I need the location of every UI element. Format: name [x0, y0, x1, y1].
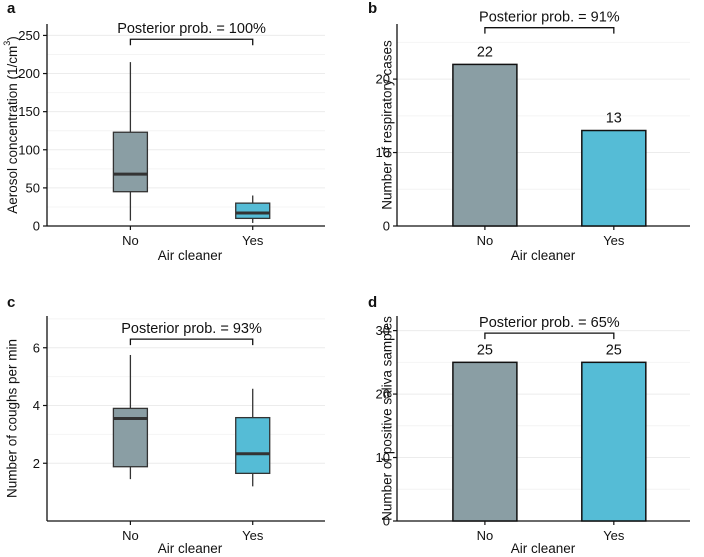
posterior-annotation: Posterior prob. = 91%	[479, 10, 620, 26]
bar-value-label: 13	[606, 111, 622, 127]
panel-a: 0 50 100 150 200 250 No Yes Posterior prob. = 10…	[2, 0, 325, 263]
y-tick-label: 50	[26, 180, 40, 195]
y-tick-label: 2	[33, 456, 40, 471]
significance-bracket	[484, 27, 615, 34]
significance-bracket	[484, 332, 615, 340]
x-axis-title: Air cleaner	[511, 541, 576, 556]
panel-label: c	[7, 294, 15, 311]
bar-value-label: 22	[477, 44, 493, 60]
box-yes	[235, 416, 271, 475]
bar-value-label: 25	[477, 342, 493, 358]
y-axis-title: Aerosol concentration (1/cm3)	[2, 36, 19, 214]
y-tick-label: 20	[376, 72, 390, 87]
y-tick-label: 150	[18, 104, 40, 119]
panel-b: 0 10 20 No Yes 22 13 Posterior prob. = 91% b Air …	[368, 0, 690, 263]
y-tick-label: 100	[18, 142, 40, 157]
x-tick-label: No	[122, 233, 139, 248]
x-tick-label: No	[477, 528, 494, 543]
y-tick-label: 0	[33, 219, 40, 234]
box-yes	[235, 202, 271, 220]
panel-c: 2 4 6 No Yes Posterior prob. = 93% c Air cleane…	[5, 294, 325, 556]
y-tick-label: 20	[376, 387, 390, 402]
x-tick-label: Yes	[603, 528, 625, 543]
x-axis-title: Air cleaner	[158, 541, 223, 556]
y-tick-label: 0	[383, 514, 390, 529]
x-tick-label: No	[477, 233, 494, 248]
x-tick-label: Yes	[242, 233, 264, 248]
y-axis-title: Number of positive saliva samples	[380, 316, 395, 521]
y-tick-label: 10	[376, 450, 390, 465]
y-tick-label: 10	[376, 145, 390, 160]
y-axis-title: Number of respiratory cases	[380, 40, 395, 210]
significance-bracket	[129, 38, 254, 46]
bar-no	[452, 361, 518, 522]
y-tick-label: 30	[376, 323, 390, 338]
y-tick-label: 0	[383, 219, 390, 234]
panel-label: b	[368, 0, 377, 17]
bar-value-label: 25	[606, 342, 622, 358]
y-tick-label: 6	[33, 340, 40, 355]
x-axis-title: Air cleaner	[511, 248, 576, 263]
posterior-annotation: Posterior prob. = 93%	[121, 321, 262, 337]
panel-label: d	[368, 294, 377, 311]
y-tick-label: 200	[18, 66, 40, 81]
bar-yes	[581, 361, 647, 522]
bar-yes	[581, 129, 647, 227]
significance-bracket	[129, 338, 254, 346]
x-axis-title: Air cleaner	[158, 248, 223, 263]
y-axis-title: Number of coughs per min	[5, 339, 20, 498]
posterior-annotation: Posterior prob. = 65%	[479, 315, 620, 331]
box-no	[112, 131, 149, 193]
x-tick-label: Yes	[242, 528, 264, 543]
posterior-annotation: Posterior prob. = 100%	[117, 21, 266, 37]
x-tick-label: No	[122, 528, 139, 543]
y-tick-label: 250	[18, 28, 40, 43]
panel-d: 0 10 20 30 No Yes 25 25 Posterior prob. = 65% d Ai…	[368, 294, 690, 556]
x-tick-label: Yes	[603, 233, 625, 248]
panel-label: a	[7, 0, 16, 17]
bar-no	[452, 63, 518, 227]
y-tick-label: 4	[33, 398, 40, 413]
